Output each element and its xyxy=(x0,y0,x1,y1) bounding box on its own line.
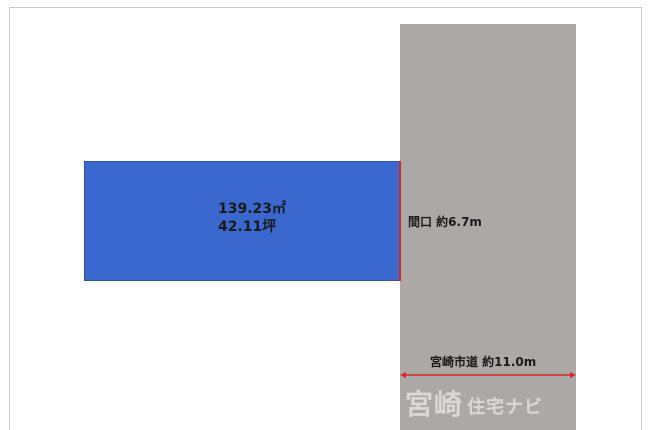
lot-area-sqm: 139.23㎡ xyxy=(218,201,287,217)
road-width-label: 宮崎市道 約11.0m xyxy=(430,355,537,369)
frontage-label: 間口 約6.7m xyxy=(408,215,482,229)
lot-area xyxy=(84,161,400,281)
lot-area-tsubo: 42.11坪 xyxy=(218,219,277,235)
road-area xyxy=(400,24,576,430)
lot-area-text: 139.23㎡ 42.11坪 xyxy=(218,200,286,236)
frontage-dimension-line xyxy=(399,161,401,281)
road-width-arrow xyxy=(400,372,576,378)
image-frame xyxy=(9,7,642,430)
